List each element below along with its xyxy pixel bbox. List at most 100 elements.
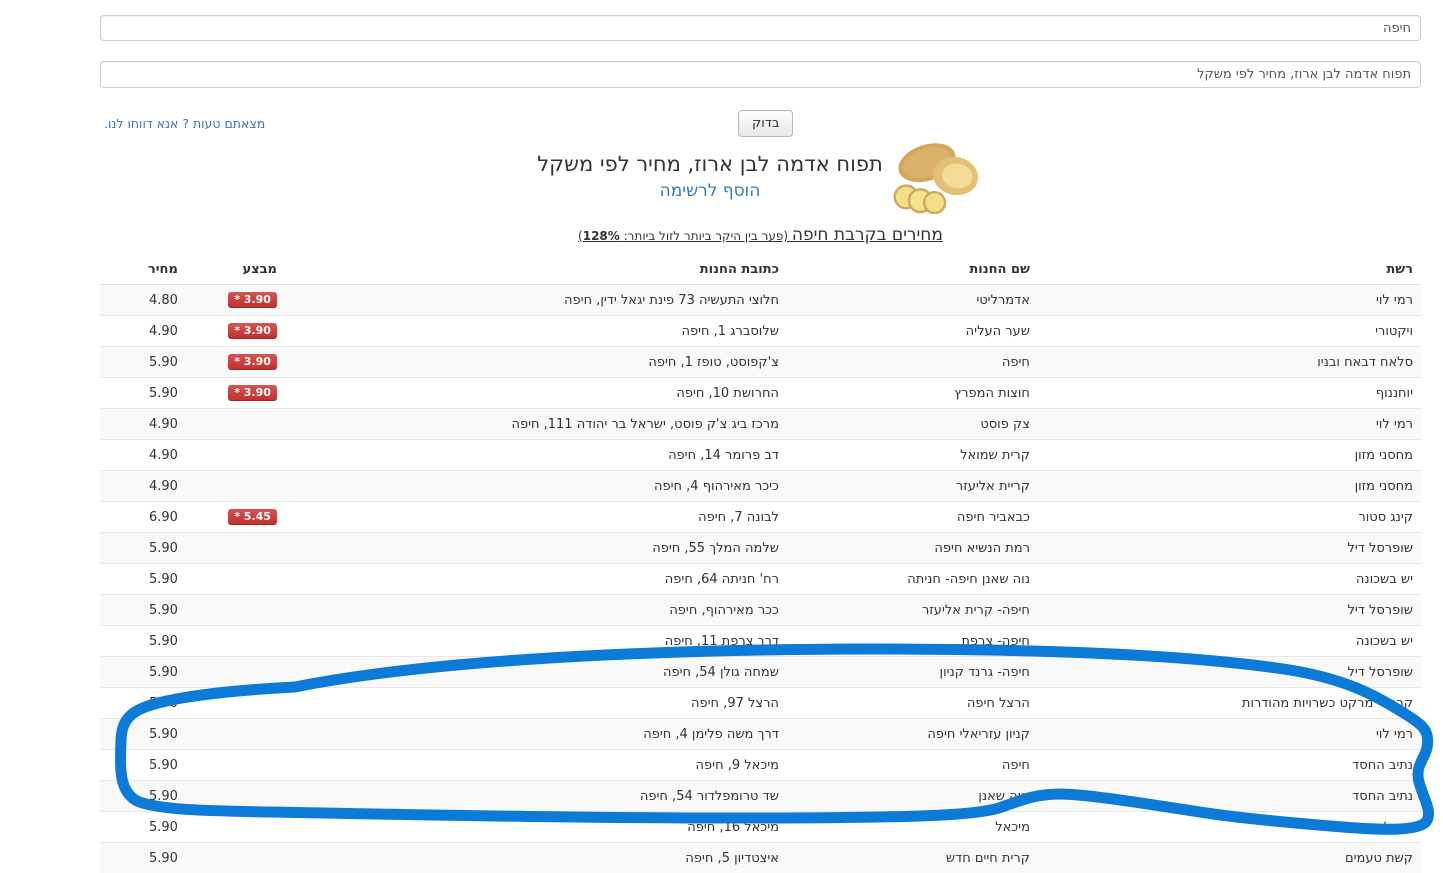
cell-sale: * 3.90 <box>186 347 285 378</box>
cell-store: הרצל חיפה <box>787 688 1038 719</box>
cell-price: 4.90 <box>100 409 186 440</box>
cell-sale: * 3.90 <box>186 316 285 347</box>
cell-address: הרצל 97, חיפה <box>285 688 787 719</box>
cell-network: נתיב החסד <box>1038 781 1421 812</box>
cell-price: 5.90 <box>100 657 186 688</box>
price-table: רשת שם החנות כתובת החנות מבצע מחיר רמי ל… <box>100 256 1421 873</box>
header-address: כתובת החנות <box>285 256 787 285</box>
cell-sale <box>186 812 285 843</box>
cell-price: 5.90 <box>100 564 186 595</box>
cell-address: איצטדיון 5, חיפה <box>285 843 787 873</box>
cell-price: 4.90 <box>100 440 186 471</box>
product-header: תפוח אדמה לבן ארוז, מחיר לפי משקל הוסף ל… <box>100 138 1421 214</box>
cell-sale <box>186 626 285 657</box>
cell-network: רמי לוי <box>1038 719 1421 750</box>
add-to-list-link[interactable]: הוסף לרשימה <box>660 181 761 201</box>
cell-store: חיפה- גרנד קניון <box>787 657 1038 688</box>
cell-sale <box>186 657 285 688</box>
results-heading: מחירים בקרבת חיפה (פער בין היקר ביותר לז… <box>100 225 1421 245</box>
cell-address: שלמה המלך 55, חיפה <box>285 533 787 564</box>
cell-price: 4.90 <box>100 471 186 502</box>
cell-sale: * 3.90 <box>186 285 285 316</box>
cell-network: שופרסל דיל <box>1038 657 1421 688</box>
cell-address: שלוסברג 1, חיפה <box>285 316 787 347</box>
cell-address: כיכר מאירהוף 4, חיפה <box>285 471 787 502</box>
cell-sale <box>186 471 285 502</box>
cell-address: דרך משה פלימן 4, חיפה <box>285 719 787 750</box>
cell-sale <box>186 750 285 781</box>
check-button[interactable]: בדוק <box>738 110 793 137</box>
cell-sale <box>186 843 285 873</box>
cell-sale <box>186 440 285 471</box>
cell-price: 5.90 <box>100 347 186 378</box>
cell-price: 5.90 <box>100 533 186 564</box>
cell-address: ככר מאירהוף, חיפה <box>285 595 787 626</box>
results-heading-main: מחירים בקרבת חיפה <box>792 225 943 245</box>
cell-store: נווה שאנן <box>787 781 1038 812</box>
cell-address: לבונה 7, חיפה <box>285 502 787 533</box>
product-titles: תפוח אדמה לבן ארוז, מחיר לפי משקל הוסף ל… <box>537 151 883 201</box>
cell-address: מיכאל 16, חיפה <box>285 812 787 843</box>
cell-network: ויקטורי <box>1038 316 1421 347</box>
cell-address: דב פרומר 14, חיפה <box>285 440 787 471</box>
cell-address: רח' חניתה 64, חיפה <box>285 564 787 595</box>
cell-price: 5.90 <box>100 688 186 719</box>
cell-sale <box>186 719 285 750</box>
product-input[interactable] <box>100 61 1421 88</box>
cell-sale <box>186 595 285 626</box>
cell-network: סלאח דבאח ובניו <box>1038 347 1421 378</box>
cell-store: קרית חיים חדש <box>787 843 1038 873</box>
cell-sale: * 3.90 <box>186 378 285 409</box>
report-error-link[interactable]: מצאתם טעות ? אנא דווחו לנו. <box>104 116 265 131</box>
product-title: תפוח אדמה לבן ארוז, מחיר לפי משקל <box>537 151 883 178</box>
cell-store: מיכאל <box>787 812 1038 843</box>
city-input[interactable] <box>100 15 1421 41</box>
potato-image <box>889 138 984 214</box>
cell-price: 5.90 <box>100 781 186 812</box>
cell-price: 5.90 <box>100 626 186 657</box>
sale-badge: * 3.90 <box>228 323 277 339</box>
cell-sale: * 5.45 <box>186 502 285 533</box>
results-gap-note: (פער בין היקר ביותר לזול ביותר: <box>620 229 792 243</box>
cell-sale <box>186 533 285 564</box>
cell-network: קשת טעמים <box>1038 843 1421 873</box>
main-container: מצאתם טעות ? אנא דווחו לנו. בדוק תפוח אד… <box>100 0 1421 88</box>
cell-network: שופרסל דיל <box>1038 533 1421 564</box>
cell-store: צק פוסט <box>787 409 1038 440</box>
cell-price: 4.90 <box>100 316 186 347</box>
header-network: רשת <box>1038 256 1421 285</box>
cell-store: רמת הנשיא חיפה <box>787 533 1038 564</box>
cell-price: 4.80 <box>100 285 186 316</box>
cell-price: 5.90 <box>100 595 186 626</box>
cell-address: צ'קפוסט, טופז 1, חיפה <box>285 347 787 378</box>
cell-store: קרית שמואל <box>787 440 1038 471</box>
header-sale: מבצע <box>186 256 285 285</box>
cell-sale <box>186 409 285 440</box>
cell-price: 5.90 <box>100 843 186 873</box>
cell-store: כבאביר חיפה <box>787 502 1038 533</box>
cell-store: שער העליה <box>787 316 1038 347</box>
results-heading-link[interactable]: מחירים בקרבת חיפה (פער בין היקר ביותר לז… <box>578 225 943 244</box>
sale-badge: * 3.90 <box>228 292 277 308</box>
cell-network: מחסני מזון <box>1038 440 1421 471</box>
cell-network: רמי לוי <box>1038 285 1421 316</box>
cell-address: שד טרומפלדור 54, חיפה <box>285 781 787 812</box>
cell-address: דרך צרפת 11, חיפה <box>285 626 787 657</box>
cell-network: ברכל <box>1038 812 1421 843</box>
sale-badge: * 3.90 <box>228 354 277 370</box>
cell-network: קינג סטור <box>1038 502 1421 533</box>
cell-store: חיפה <box>787 750 1038 781</box>
